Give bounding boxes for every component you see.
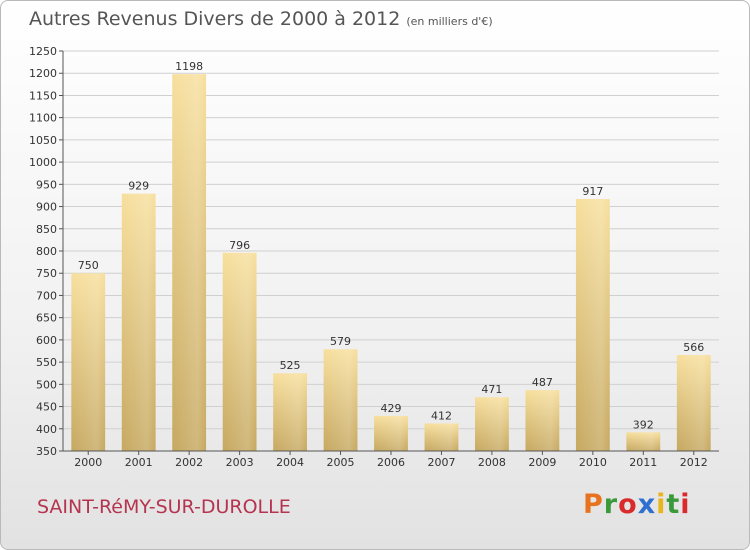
bar-highlight — [424, 423, 459, 451]
commune-name: SAINT-RéMY-SUR-DUROLLE — [37, 496, 291, 518]
x-tick-label: 2005 — [327, 456, 355, 469]
proxiti-logo: Proxiti — [583, 489, 691, 520]
data-label: 412 — [431, 409, 452, 422]
x-tick-label: 2010 — [579, 456, 607, 469]
y-tick-label: 1100 — [29, 112, 57, 125]
bar-highlight — [121, 193, 156, 451]
x-tick-label: 2002 — [175, 456, 203, 469]
x-tick-label: 2008 — [478, 456, 506, 469]
y-tick-label: 700 — [36, 289, 57, 302]
data-label: 487 — [532, 376, 553, 389]
data-label: 579 — [330, 335, 351, 348]
logo-letter: r — [603, 489, 619, 520]
data-label: 917 — [582, 185, 603, 198]
x-tick-label: 2000 — [74, 456, 102, 469]
y-tick-label: 1150 — [29, 89, 57, 102]
y-tick-label: 600 — [36, 334, 57, 347]
y-tick-label: 1000 — [29, 156, 57, 169]
x-tick-label: 2009 — [528, 456, 556, 469]
y-tick-label: 1250 — [29, 45, 57, 58]
bar-highlight — [676, 355, 711, 451]
chart-title: Autres Revenus Divers de 2000 à 2012 — [29, 8, 401, 30]
bar-highlight — [71, 273, 106, 451]
x-tick-label: 2003 — [226, 456, 254, 469]
y-tick-label: 1200 — [29, 67, 57, 80]
x-tick-label: 2001 — [125, 456, 153, 469]
data-label: 929 — [128, 180, 149, 193]
bar-highlight — [323, 349, 358, 451]
data-label: 525 — [280, 359, 301, 372]
logo-letter: t — [666, 489, 681, 520]
logo-letter: x — [637, 489, 657, 520]
x-tick-label: 2007 — [427, 456, 455, 469]
y-tick-label: 750 — [36, 267, 57, 280]
data-label: 796 — [229, 239, 250, 252]
logo-letter: i — [656, 489, 667, 520]
y-tick-label: 450 — [36, 401, 57, 414]
logo-letter: i — [680, 489, 691, 520]
data-label: 471 — [481, 383, 502, 396]
data-label: 392 — [633, 418, 654, 431]
x-tick-label: 2004 — [276, 456, 304, 469]
bar-highlight — [273, 373, 307, 451]
bar-highlight — [475, 397, 509, 451]
bar-highlight — [172, 74, 207, 451]
y-tick-label: 650 — [36, 312, 57, 325]
bar-highlight — [575, 199, 610, 451]
y-tick-label: 400 — [36, 423, 57, 436]
data-label: 566 — [683, 341, 704, 354]
data-label: 1198 — [175, 60, 203, 73]
data-label: 750 — [78, 259, 99, 272]
x-tick-label: 2011 — [629, 456, 657, 469]
title-row: Autres Revenus Divers de 2000 à 2012 (en … — [29, 8, 493, 30]
y-tick-label: 1050 — [29, 134, 57, 147]
y-tick-label: 800 — [36, 245, 57, 258]
bar-highlight — [525, 390, 560, 451]
bar-highlight — [222, 252, 257, 451]
y-tick-label: 350 — [36, 445, 57, 458]
x-tick-label: 2012 — [680, 456, 708, 469]
logo-letter: P — [583, 489, 604, 520]
x-tick-label: 2006 — [377, 456, 405, 469]
y-tick-label: 900 — [36, 201, 57, 214]
y-tick-label: 950 — [36, 178, 57, 191]
y-tick-label: 500 — [36, 378, 57, 391]
bar-highlight — [374, 415, 408, 451]
y-tick-label: 550 — [36, 356, 57, 369]
data-label: 429 — [381, 402, 402, 415]
chart-subtitle: (en milliers d'€) — [406, 15, 493, 28]
bar-highlight — [626, 432, 661, 451]
logo-letter: o — [618, 489, 638, 520]
y-tick-label: 850 — [36, 223, 57, 236]
